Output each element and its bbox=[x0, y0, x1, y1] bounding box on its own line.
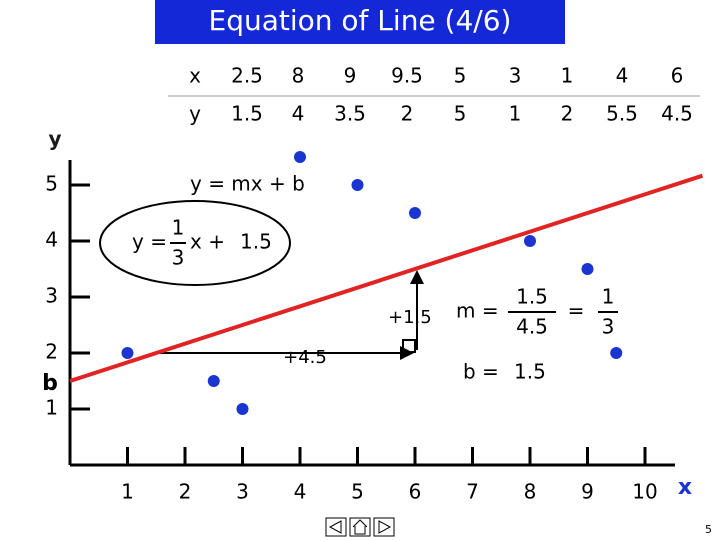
slope-numerator: 1 bbox=[172, 216, 185, 240]
y-tick-label: 3 bbox=[45, 284, 58, 308]
equation-intercept: 1.5 bbox=[240, 230, 272, 254]
equation-prefix: y = bbox=[132, 230, 167, 254]
table-cell: 9.5 bbox=[391, 64, 423, 88]
x-tick-label: 9 bbox=[581, 480, 594, 504]
table-cell: 1 bbox=[509, 102, 522, 126]
table-cell: 3.5 bbox=[334, 102, 366, 126]
data-point bbox=[351, 179, 364, 191]
home-icon bbox=[352, 519, 368, 535]
y-tick-label: 1 bbox=[45, 396, 58, 420]
data-point bbox=[121, 347, 134, 359]
table-cell: 9 bbox=[344, 64, 357, 88]
table-cell: 5 bbox=[454, 64, 467, 88]
data-point bbox=[610, 347, 623, 359]
m-result-numerator: 1 bbox=[602, 285, 615, 309]
table-cell: 4 bbox=[616, 64, 629, 88]
rise-arrowhead bbox=[410, 270, 424, 284]
table-cell: 3 bbox=[509, 64, 522, 88]
y-tick-label: 5 bbox=[45, 172, 58, 196]
next-icon bbox=[378, 520, 392, 534]
table-cell: 4.5 bbox=[661, 102, 693, 126]
trend-line bbox=[69, 173, 704, 383]
general-form: y = mx + b bbox=[190, 172, 305, 196]
m-result-denominator: 3 bbox=[602, 315, 615, 339]
table-cell: 1 bbox=[561, 64, 574, 88]
x-tick-label: 7 bbox=[466, 480, 479, 504]
m-equals: = bbox=[568, 299, 585, 323]
intercept-label: b bbox=[42, 371, 58, 396]
table-cell: 1.5 bbox=[231, 102, 263, 126]
x-tick-label: 10 bbox=[632, 480, 657, 504]
y-tick-label: 4 bbox=[45, 228, 58, 252]
right-angle bbox=[402, 339, 416, 353]
x-tick-label: 3 bbox=[236, 480, 249, 504]
m-denominator: 4.5 bbox=[516, 315, 548, 339]
y-tick-label: 2 bbox=[45, 340, 58, 364]
table-cell: 5 bbox=[454, 102, 467, 126]
data-point bbox=[524, 235, 536, 247]
m-numerator: 1.5 bbox=[516, 285, 548, 309]
b-value: 1.5 bbox=[514, 360, 546, 384]
rise-label: +1.5 bbox=[388, 307, 432, 328]
title-bar bbox=[155, 0, 565, 44]
data-point bbox=[207, 375, 220, 387]
data-point bbox=[409, 207, 421, 219]
run-label: +4.5 bbox=[283, 347, 327, 368]
slide-title: Equation of Line (4/6) bbox=[209, 4, 512, 37]
equation-suffix: x + bbox=[190, 230, 225, 254]
x-tick-label: 5 bbox=[351, 480, 364, 504]
data-point bbox=[294, 151, 306, 163]
x-tick-label: 4 bbox=[294, 480, 307, 504]
table-cell: 8 bbox=[292, 64, 305, 88]
x-axis-label: x bbox=[678, 475, 692, 500]
b-prefix: b = bbox=[463, 360, 499, 384]
table-cell: 2 bbox=[401, 102, 414, 126]
table-cell: 6 bbox=[671, 64, 684, 88]
equation-ellipse bbox=[99, 200, 291, 286]
data-point bbox=[236, 403, 249, 415]
table-row-label: x bbox=[189, 64, 201, 88]
table-cell: 2 bbox=[561, 102, 574, 126]
page-number: 5 bbox=[705, 523, 712, 536]
nav-buttons[interactable] bbox=[325, 517, 395, 537]
x-tick-label: 8 bbox=[524, 480, 537, 504]
table-cell: 2.5 bbox=[231, 64, 263, 88]
x-tick-label: 2 bbox=[179, 480, 192, 504]
table-cell: 4 bbox=[292, 102, 305, 126]
data-point bbox=[581, 263, 594, 275]
y-axis-label: y bbox=[48, 127, 61, 151]
x-tick-label: 6 bbox=[409, 480, 422, 504]
table-row-label: y bbox=[189, 102, 201, 126]
x-tick-label: 1 bbox=[121, 480, 134, 504]
table-cell: 5.5 bbox=[606, 102, 638, 126]
m-prefix: m = bbox=[456, 299, 499, 323]
prev-icon bbox=[328, 520, 342, 534]
slope-denominator: 3 bbox=[172, 246, 185, 270]
